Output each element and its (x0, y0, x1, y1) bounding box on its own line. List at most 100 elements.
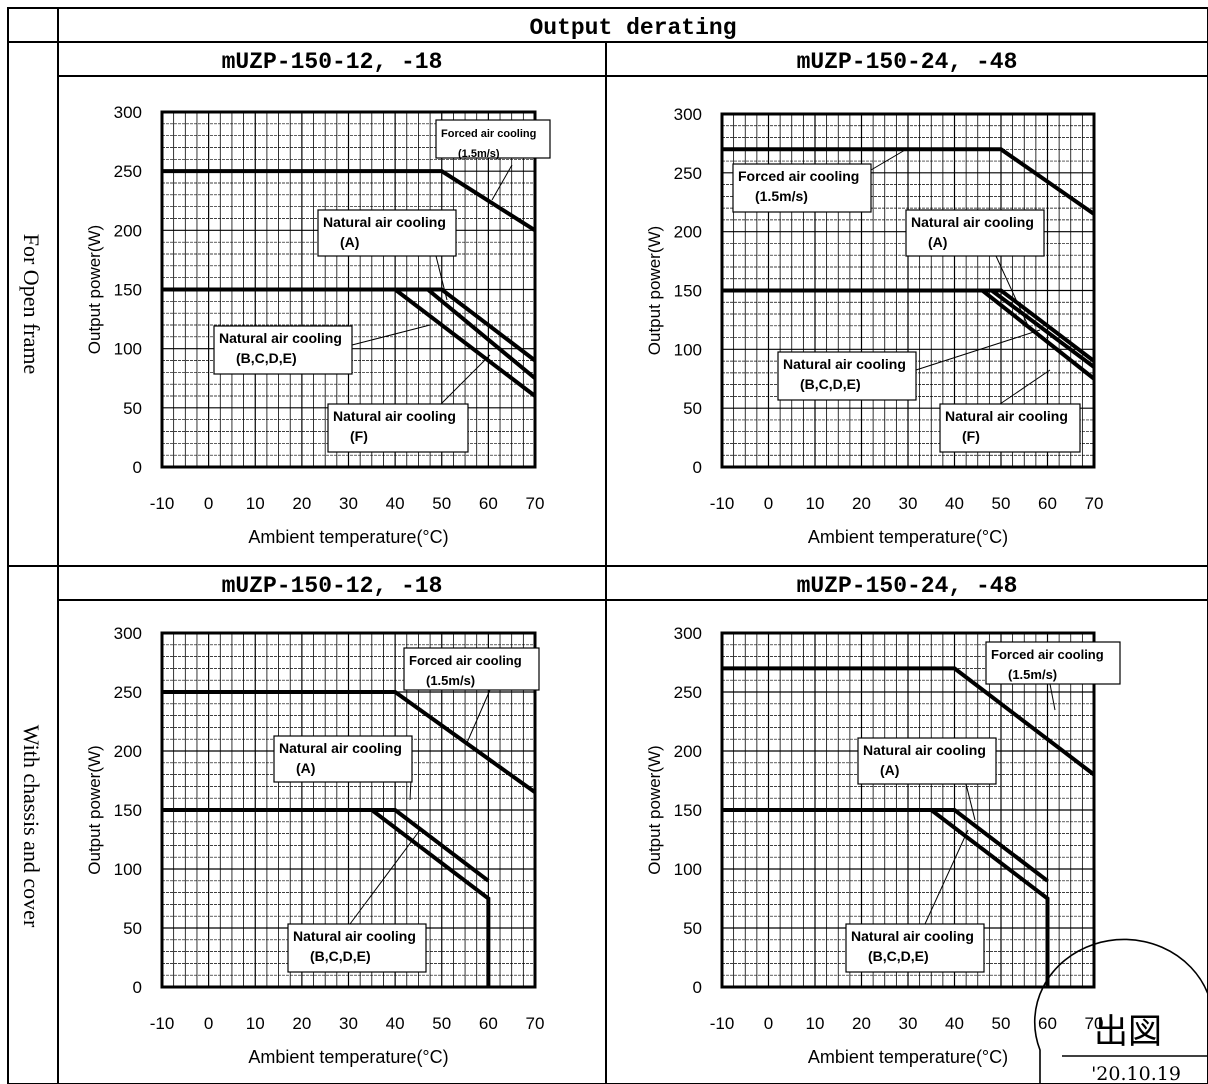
x-tick-label: -10 (150, 494, 175, 513)
callout-leader (349, 829, 421, 925)
callout-box (857, 737, 997, 785)
x-tick-label: 0 (764, 494, 773, 513)
series-line-0 (162, 169, 537, 233)
y-tick-label: 50 (683, 399, 702, 418)
callout-text: Forced air cooling (991, 647, 1104, 662)
chart-chassis-12-18: -10 0 10 20 30 40 50 60 70 0 50 100 150 200 250 300 Ambi… (85, 624, 544, 1067)
callout-2: Natural air cooling (B,C,D,E) (213, 324, 431, 375)
x-tick-label: 10 (246, 494, 265, 513)
callout-1: Natural air cooling (A) (273, 735, 413, 801)
table-frame (7, 7, 1208, 1084)
callout-text: Natural air cooling (851, 928, 974, 944)
y-axis-label: Output power(W) (85, 745, 104, 874)
callout-text: (A) (880, 762, 899, 778)
callout-1: Natural air cooling (A) (905, 209, 1045, 331)
callout-text: (A) (340, 234, 359, 250)
callout-0: Forced air cooling (1.5m/s) (403, 647, 540, 746)
callout-box (287, 923, 427, 973)
callout-text: (B,C,D,E) (236, 350, 297, 366)
callout-leader (491, 164, 513, 201)
y-tick-label: 100 (114, 860, 142, 879)
callout-leader (915, 329, 1041, 371)
y-tick-label: 250 (674, 683, 702, 702)
chart-open-frame-12-18: -10 0 10 20 30 40 50 60 70 0 50 100 150 200 250 300 Ambi… (85, 103, 551, 547)
x-tick-label: 50 (432, 494, 451, 513)
callout-1: Natural air cooling (A) (317, 209, 457, 301)
callout-box (985, 641, 1121, 685)
y-tick-label: 150 (114, 281, 142, 300)
x-tick-label: -10 (150, 1014, 175, 1033)
x-tick-label: -10 (710, 1014, 735, 1033)
y-tick-label: 50 (683, 919, 702, 938)
table-header: Output derating (529, 15, 736, 41)
x-tick-label: 70 (1085, 1014, 1104, 1033)
x-tick-label: 30 (899, 1014, 918, 1033)
callout-leader (965, 783, 976, 821)
chart-title-chassis-24-48: mUZP-150-24, -48 (797, 573, 1018, 599)
y-tick-label: 200 (114, 742, 142, 761)
series-line-3 (162, 287, 537, 398)
y-tick-label: 100 (114, 340, 142, 359)
stamp-kanji: 出図 (1094, 1012, 1162, 1052)
chart-chassis-24-48: -10 0 10 20 30 40 50 60 70 0 50 100 150 200 250 300 Ambi… (645, 624, 1121, 1067)
y-tick-label: 150 (674, 801, 702, 820)
x-tick-label: 50 (992, 1014, 1011, 1033)
callout-box (403, 647, 540, 691)
row-label-chassis-cover: With chassis and cover (19, 725, 44, 928)
y-tick-label: 300 (674, 624, 702, 643)
callout-box (435, 119, 551, 159)
y-tick-label: 250 (114, 162, 142, 181)
callout-0: Forced air cooling (1.5m/s) (732, 149, 906, 213)
series-line-2 (722, 808, 1050, 987)
callout-text: Natural air cooling (219, 330, 342, 346)
x-tick-label: 0 (764, 1014, 773, 1033)
x-tick-label: 30 (339, 494, 358, 513)
chart-title-chassis-12-18: mUZP-150-12, -18 (222, 573, 443, 599)
callout-box (317, 209, 457, 257)
y-tick-label: 200 (114, 221, 142, 240)
callout-box (939, 403, 1081, 453)
x-tick-label: 70 (526, 494, 545, 513)
x-axis-label: Ambient temperature(°C) (808, 1047, 1008, 1067)
callout-text: Natural air cooling (333, 408, 456, 424)
y-axis-label: Output power(W) (645, 745, 664, 874)
y-tick-label: 250 (114, 683, 142, 702)
y-tick-label: 100 (674, 860, 702, 879)
x-tick-label: 60 (479, 1014, 498, 1033)
callout-text: Forced air cooling (738, 168, 859, 184)
x-tick-label: 20 (292, 1014, 311, 1033)
x-tick-label: 60 (1038, 494, 1057, 513)
callout-text: Natural air cooling (783, 356, 906, 372)
y-tick-label: 0 (693, 978, 702, 997)
callout-leader (435, 255, 448, 301)
callout-leader (351, 324, 431, 346)
chart-title-open-12-18: mUZP-150-12, -18 (222, 49, 443, 75)
x-tick-label: -10 (710, 494, 735, 513)
chart-open-frame-24-48: -10 0 10 20 30 40 50 60 70 0 50 100 150 200 250 300 Ambi… (645, 105, 1103, 547)
series-line-3 (722, 288, 1096, 381)
callout-1: Natural air cooling (A) (857, 737, 997, 821)
callout-text: Natural air cooling (863, 742, 986, 758)
stamp-date: '20.10.19 (1091, 1063, 1181, 1084)
y-tick-label: 100 (674, 340, 702, 359)
callout-leader (439, 354, 491, 406)
x-axis-label: Ambient temperature(°C) (248, 1047, 448, 1067)
x-tick-label: 70 (1085, 494, 1104, 513)
x-tick-label: 60 (1038, 1014, 1057, 1033)
callout-text: Natural air cooling (293, 928, 416, 944)
callout-2: Natural air cooling (B,C,D,E) (287, 829, 427, 973)
y-tick-label: 0 (693, 458, 702, 477)
x-axis-label: Ambient temperature(°C) (808, 527, 1008, 547)
x-axis-label: Ambient temperature(°C) (248, 527, 448, 547)
callout-text: Natural air cooling (323, 214, 446, 230)
callout-leader (995, 255, 1031, 331)
callout-2: Natural air cooling (B,C,D,E) (845, 829, 985, 973)
x-tick-label: 0 (204, 1014, 213, 1033)
callout-box (732, 163, 872, 213)
x-tick-label: 70 (526, 1014, 545, 1033)
callout-box (213, 325, 353, 375)
callout-box (777, 351, 917, 401)
y-tick-label: 150 (674, 282, 702, 301)
y-tick-label: 250 (674, 164, 702, 183)
